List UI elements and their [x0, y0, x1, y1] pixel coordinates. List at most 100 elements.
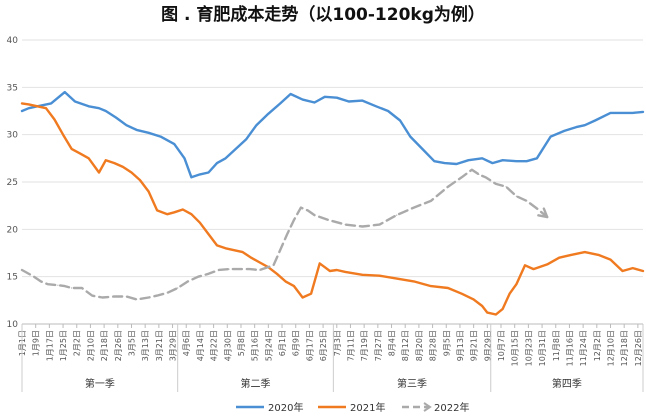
data-point — [21, 269, 23, 271]
data-point — [558, 257, 560, 259]
data-point — [632, 112, 634, 114]
data-point — [502, 308, 504, 310]
data-point — [81, 287, 83, 289]
data-point — [546, 263, 548, 265]
data-point — [148, 132, 150, 134]
x-tick-label: 1月17日 — [45, 330, 54, 361]
x-tick-label: 11月8日 — [552, 330, 561, 361]
data-point — [101, 296, 103, 299]
legend-arrow-icon — [423, 402, 432, 412]
x-tick-label: 4月30日 — [223, 330, 232, 361]
data-point — [399, 119, 401, 122]
data-point — [473, 298, 475, 300]
data-point — [45, 107, 47, 109]
data-point — [413, 207, 415, 209]
data-point — [471, 169, 473, 171]
data-point — [421, 148, 423, 150]
quarter-label: 第二季 — [241, 377, 271, 390]
data-point — [409, 136, 411, 138]
data-point — [64, 285, 66, 287]
x-tick-label: 6月17日 — [305, 330, 314, 361]
data-point — [136, 298, 138, 300]
data-point — [166, 213, 168, 215]
series-lines — [20, 90, 645, 316]
data-point — [187, 280, 189, 282]
data-point — [91, 295, 93, 297]
data-point — [313, 214, 316, 216]
data-point — [361, 225, 363, 228]
data-point — [276, 273, 278, 275]
data-point — [259, 269, 261, 271]
data-point — [64, 91, 66, 93]
data-point — [28, 103, 30, 105]
data-point — [550, 136, 552, 138]
x-tick-label: 1月9日 — [32, 330, 41, 356]
x-tick-label: 10月7日 — [497, 330, 506, 361]
data-point — [536, 207, 538, 210]
chart-title: 图 . 育肥成本走势（以100-120kg为例） — [161, 4, 485, 25]
data-point — [447, 287, 449, 289]
data-point — [245, 138, 247, 140]
data-point — [310, 293, 312, 295]
data-point — [50, 102, 52, 104]
data-point — [190, 176, 192, 178]
data-point — [447, 186, 449, 188]
data-point — [225, 247, 227, 249]
data-point — [207, 233, 210, 235]
data-point — [336, 269, 338, 271]
data-point — [461, 176, 463, 178]
data-point — [71, 148, 73, 150]
data-point — [336, 97, 338, 99]
data-point — [21, 102, 23, 104]
data-point — [207, 171, 210, 174]
data-point — [71, 287, 73, 289]
data-point — [481, 305, 483, 307]
data-point — [478, 173, 480, 175]
quarter-labels: 第一季 第二季 第三季 第四季 — [21, 324, 644, 392]
x-tick-label: 7月19日 — [360, 330, 369, 361]
data-point — [259, 261, 261, 264]
data-point — [481, 157, 483, 159]
x-tick-label: 8月12日 — [401, 330, 410, 361]
data-point — [584, 251, 586, 253]
legend: 2020年 2021年 2022年 — [236, 401, 469, 414]
quarter-label: 第一季 — [85, 377, 115, 390]
data-point — [125, 124, 127, 126]
data-point — [642, 111, 644, 113]
y-tick-label: 30 — [7, 131, 19, 141]
data-point — [485, 176, 487, 178]
data-point — [300, 207, 302, 209]
data-point — [79, 153, 81, 155]
x-tick-label: 12月2日 — [593, 330, 602, 361]
data-point — [156, 209, 158, 211]
data-point — [324, 266, 326, 268]
x-tick-label: 3月5日 — [127, 330, 136, 356]
arrow-head — [537, 207, 549, 219]
data-point — [327, 219, 329, 221]
data-point — [21, 110, 23, 112]
data-point — [148, 190, 150, 193]
x-tick-label: 9月21日 — [470, 330, 479, 361]
data-point — [594, 119, 596, 122]
x-tick-label: 10月23日 — [524, 330, 533, 366]
data-point — [324, 96, 326, 98]
y-axis: 10 15 20 25 30 35 40 — [7, 36, 19, 330]
x-tick-label: 7月27日 — [374, 330, 383, 361]
data-point — [348, 100, 350, 103]
x-tick-label: 6月9日 — [292, 330, 301, 356]
data-point — [495, 313, 497, 316]
data-point — [621, 112, 624, 114]
x-tick-label: 12月18日 — [620, 330, 629, 366]
data-point — [105, 110, 107, 112]
data-point — [536, 157, 538, 159]
x-tick-label: 7月3日 — [333, 330, 342, 356]
data-point — [255, 124, 257, 126]
x-tick-label: 6月25日 — [319, 330, 328, 361]
data-point — [166, 292, 168, 294]
data-point — [190, 213, 192, 215]
data-point — [396, 278, 398, 280]
data-point — [267, 113, 269, 115]
data-point — [216, 244, 218, 246]
data-point — [467, 159, 470, 161]
data-point — [272, 264, 275, 266]
